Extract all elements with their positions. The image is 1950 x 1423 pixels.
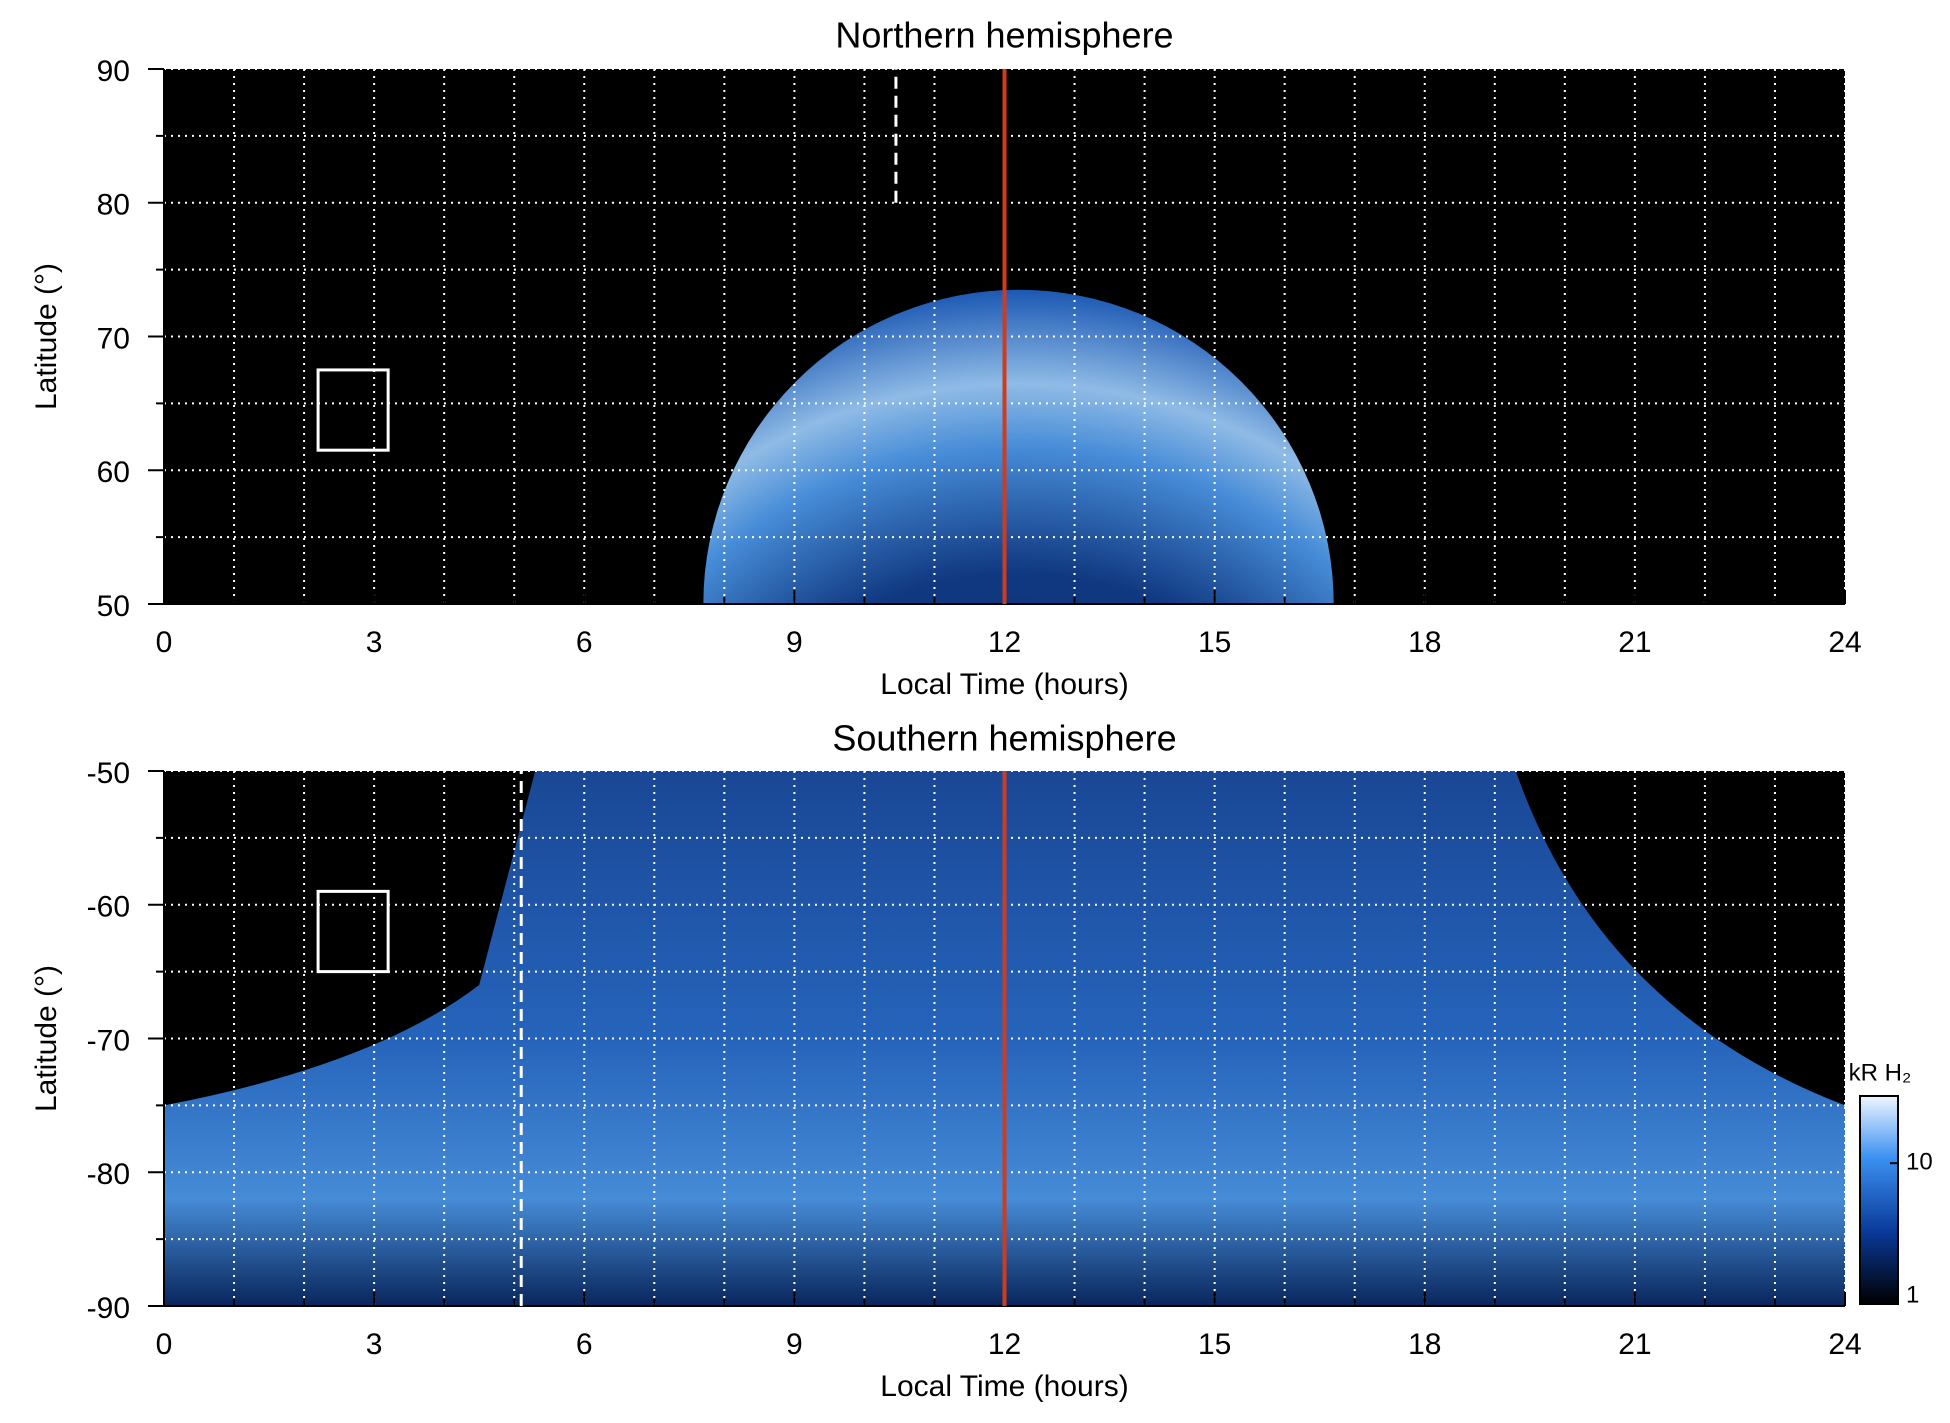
colorbar-tick-label: 1 — [1906, 1281, 1919, 1308]
colorbar-label: kR H₂ — [1849, 1059, 1912, 1086]
chart-title: Northern hemisphere — [835, 15, 1173, 56]
colorbar — [1859, 1095, 1899, 1305]
y-axis-label: Latitude (°) — [30, 263, 63, 410]
x-tick-label: 12 — [988, 626, 1021, 659]
x-tick-label: 6 — [576, 1328, 593, 1361]
x-tick-label: 15 — [1198, 626, 1231, 659]
x-tick-label: 21 — [1618, 1328, 1651, 1361]
colorbar-tick-label: 10 — [1906, 1149, 1933, 1176]
box — [316, 889, 390, 974]
x-tick-label: 24 — [1828, 626, 1861, 659]
x-tick-label: 0 — [156, 626, 173, 659]
x-tick-label: 9 — [786, 626, 803, 659]
y-tick-label: 60 — [97, 456, 130, 489]
y-tick-label: 80 — [97, 189, 130, 222]
x-tick-label: 18 — [1408, 626, 1441, 659]
y-tick-label: 50 — [97, 590, 130, 623]
x-tick-label: 3 — [366, 1328, 383, 1361]
chart-title: Southern hemisphere — [832, 718, 1176, 759]
box — [316, 368, 390, 452]
x-axis-label: Local Time (hours) — [880, 668, 1128, 701]
y-tick-label: 70 — [97, 322, 130, 355]
x-tick-label: 12 — [988, 1328, 1021, 1361]
x-tick-label: 18 — [1408, 1328, 1441, 1361]
x-tick-label: 24 — [1828, 1328, 1861, 1361]
y-axis-label: Latitude (°) — [30, 965, 63, 1112]
x-tick-label: 6 — [576, 626, 593, 659]
y-tick-label: -80 — [87, 1158, 130, 1191]
x-tick-label: 9 — [786, 1328, 803, 1361]
x-tick-label: 3 — [366, 626, 383, 659]
y-tick-label: -70 — [87, 1024, 130, 1057]
y-tick-label: -50 — [87, 757, 130, 790]
y-tick-label: -90 — [87, 1292, 130, 1325]
x-tick-label: 15 — [1198, 1328, 1231, 1361]
emission-texture — [703, 289, 1334, 604]
auroral-oval — [703, 289, 1334, 604]
y-tick-label: 90 — [97, 55, 130, 88]
y-tick-label: -60 — [87, 891, 130, 924]
x-tick-label: 0 — [156, 1328, 173, 1361]
x-axis-label: Local Time (hours) — [880, 1370, 1128, 1403]
x-tick-label: 21 — [1618, 626, 1651, 659]
